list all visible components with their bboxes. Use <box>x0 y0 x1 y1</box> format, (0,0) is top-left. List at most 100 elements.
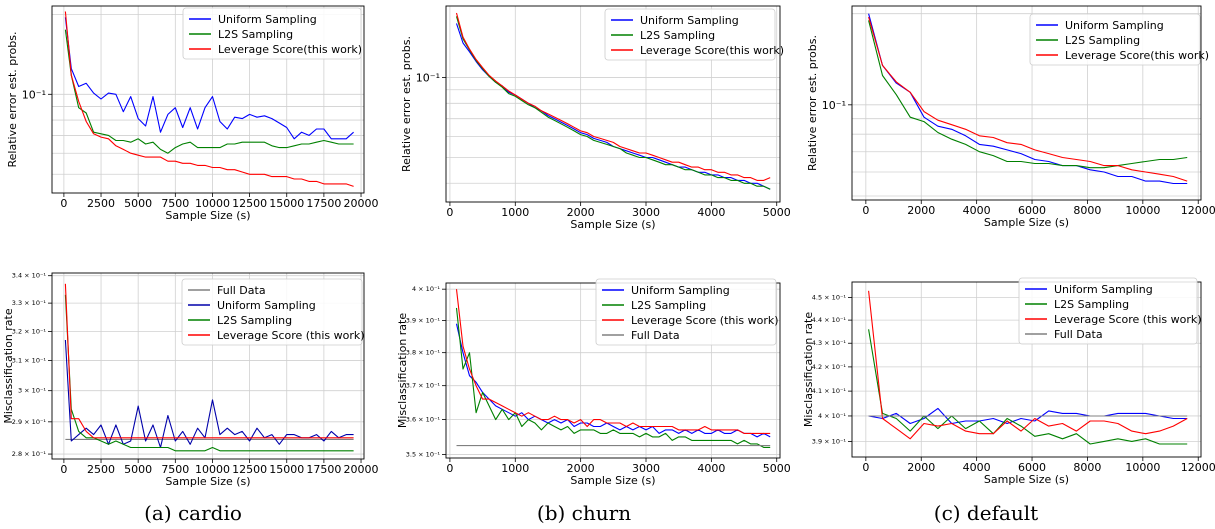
legend-label: Uniform Sampling <box>1065 19 1164 32</box>
chart-2: 0 2000 4000 6000 8000 10000 12000 10⁻¹ Sample Si… <box>806 5 1215 229</box>
plot-frame <box>51 5 365 194</box>
x-tick-label: 12500 <box>232 197 267 210</box>
legend-label: L2S Sampling <box>218 28 293 41</box>
legend-label: Uniform Sampling <box>640 14 739 27</box>
legend-box <box>595 278 777 346</box>
y-tick-label: 10⁻¹ <box>822 99 846 112</box>
plot-frame <box>445 5 781 203</box>
y-tick-label: 10⁻¹ <box>416 72 440 85</box>
series-line-leverage-score-this-work- <box>64 11 354 187</box>
x-tick-label: 2500 <box>87 463 115 476</box>
y-axis-label: Misclassification rate <box>396 313 409 429</box>
y-tick-label: 3.3 × 10⁻¹ <box>12 299 47 307</box>
legend: Uniform Sampling L2S Sampling Leverage Sco… <box>1029 13 1209 66</box>
x-tick-label: 10000 <box>1125 204 1160 217</box>
y-tick-label: 3 × 10⁻¹ <box>18 387 46 395</box>
x-tick-label: 0 <box>862 204 869 217</box>
y-axis-label: Misclassification rate <box>2 308 15 424</box>
plot-frame <box>51 272 365 460</box>
x-tick-label: 3000 <box>632 462 660 475</box>
caption-b: (b) churn <box>537 501 631 525</box>
x-axis-label: Sample Size (s) <box>165 209 250 222</box>
x-tick-label: 12500 <box>232 463 267 476</box>
x-tick-label: 5000 <box>124 463 152 476</box>
y-tick-label: 3.4 × 10⁻¹ <box>12 272 47 280</box>
x-tick-label: 8000 <box>1073 461 1101 474</box>
legend: Uniform Sampling L2S Sampling Leverage Sco… <box>1018 277 1202 345</box>
caption-a: (a) cardio <box>144 501 242 525</box>
y-axis-label: Relative error est. probs. <box>6 32 19 168</box>
x-tick-label: 0 <box>60 463 67 476</box>
legend-label: Full Data <box>631 329 680 342</box>
series-line-leverage-score-this-work- <box>868 290 1188 440</box>
x-tick-label: 3000 <box>632 206 660 219</box>
y-tick-label: 4.5 × 10⁻¹ <box>812 294 847 302</box>
x-tick-label: 0 <box>60 197 67 210</box>
legend-box <box>182 7 362 60</box>
x-tick-label: 7500 <box>161 463 189 476</box>
legend-label: Leverage Score(this work) <box>218 43 362 56</box>
series-line-uniform-sampling <box>868 407 1188 425</box>
legend-box <box>604 8 776 61</box>
x-axis-label: Sample Size (s) <box>984 473 1069 486</box>
series-line-l2s-sampling <box>455 307 771 448</box>
y-axis-label: Relative error est. probs. <box>400 36 413 172</box>
series-line-l2s-sampling <box>64 294 354 452</box>
legend-box <box>1018 277 1198 345</box>
y-tick-label: 3.6 × 10⁻¹ <box>406 416 441 424</box>
x-tick-label: 12000 <box>1181 461 1215 474</box>
plot-frame <box>851 5 1202 201</box>
legend-box <box>1029 13 1201 66</box>
legend-label: Leverage Score(this work) <box>640 44 784 57</box>
x-tick-label: 6000 <box>1018 204 1046 217</box>
x-tick-label: 17500 <box>306 463 341 476</box>
x-tick-label: 15000 <box>269 463 304 476</box>
legend-label: Uniform Sampling <box>1054 283 1153 296</box>
x-axis-label: Sample Size (s) <box>570 218 655 231</box>
chart-3: 0 2500 5000 7500 10000 12500 15000 17500 20000 2.… <box>2 272 379 488</box>
x-tick-label: 15000 <box>269 197 304 210</box>
x-tick-label: 8000 <box>1073 204 1101 217</box>
legend: Uniform Sampling L2S Sampling Leverage Sco… <box>595 278 779 346</box>
caption-c: (c) default <box>934 501 1038 525</box>
x-tick-label: 10000 <box>1125 461 1160 474</box>
legend-label: Full Data <box>1054 328 1103 341</box>
legend-label: L2S Sampling <box>1065 34 1140 47</box>
x-tick-label: 2000 <box>907 204 935 217</box>
chart-1: 0 1000 2000 3000 4000 5000 10⁻¹ Sample Size (s)… <box>400 5 791 231</box>
y-axis-label: Relative error est. probs. <box>806 35 819 171</box>
y-tick-label: 4.4 × 10⁻¹ <box>812 316 847 324</box>
x-tick-label: 2000 <box>567 462 595 475</box>
series-line-leverage-score-this-work- <box>455 289 771 434</box>
y-axis-label: Misclassification rate <box>802 312 815 428</box>
x-axis-label: Sample Size (s) <box>984 216 1069 229</box>
series-line-l2s-sampling <box>868 20 1188 169</box>
x-tick-label: 4000 <box>963 461 991 474</box>
legend-label: Leverage Score (this work) <box>1054 313 1202 326</box>
y-tick-label: 4.2 × 10⁻¹ <box>812 363 847 371</box>
legend-label: Leverage Score(this work) <box>1065 49 1209 62</box>
chart-5: 0 2000 4000 6000 8000 10000 12000 3.9 × 10⁻¹ 4 ×… <box>802 277 1215 486</box>
y-tick-label: 4.1 × 10⁻¹ <box>812 387 847 395</box>
y-tick-label: 3.7 × 10⁻¹ <box>406 382 441 390</box>
legend-label: L2S Sampling <box>1054 298 1129 311</box>
legend-label: Uniform Sampling <box>631 284 730 297</box>
legend-label: L2S Sampling <box>631 299 706 312</box>
x-tick-label: 17500 <box>306 197 341 210</box>
x-tick-label: 20000 <box>344 197 379 210</box>
x-tick-label: 20000 <box>344 463 379 476</box>
x-tick-label: 5000 <box>763 206 791 219</box>
series-line-l2s-sampling <box>868 329 1188 445</box>
x-axis-label: Sample Size (s) <box>570 474 655 487</box>
legend: Uniform Sampling L2S Sampling Leverage Sco… <box>182 7 362 60</box>
y-tick-label: 10⁻¹ <box>22 88 46 101</box>
charts-container: 0 2500 5000 7500 10000 12500 15000 17500 2000010… <box>2 5 1215 488</box>
y-tick-label: 3.9 × 10⁻¹ <box>812 437 847 445</box>
x-tick-label: 0 <box>862 461 869 474</box>
legend-label: Leverage Score (this work) <box>217 329 365 342</box>
y-tick-label: 3.5 × 10⁻¹ <box>406 450 441 458</box>
legend-label: Leverage Score (this work) <box>631 314 779 327</box>
y-tick-label: 3.1 × 10⁻¹ <box>12 357 47 365</box>
x-tick-label: 2500 <box>87 197 115 210</box>
